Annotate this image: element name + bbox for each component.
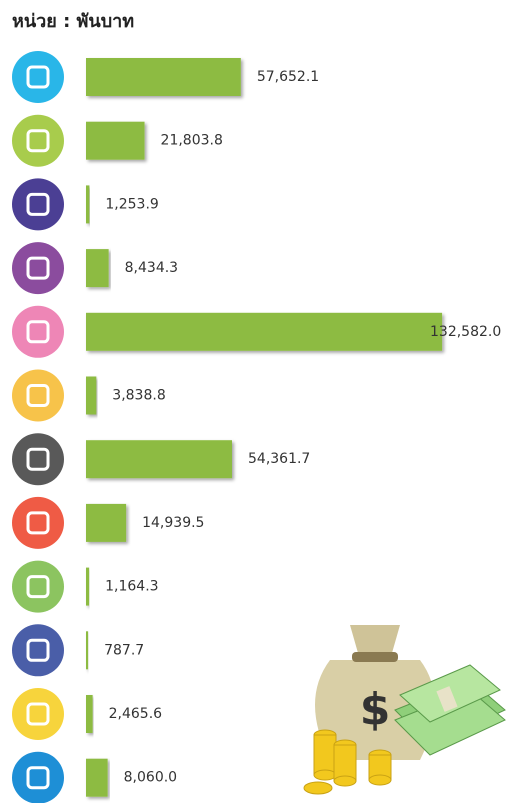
bar (86, 695, 93, 733)
dollar-sign: $ (360, 684, 391, 735)
category-icon (12, 242, 64, 295)
value-label: 57,652.1 (257, 69, 319, 85)
value-label: 8,060.0 (124, 770, 177, 786)
bar (86, 440, 232, 479)
bar (86, 376, 97, 415)
bar (86, 121, 145, 160)
bar (86, 185, 90, 224)
bar (86, 631, 89, 670)
icons (12, 51, 64, 803)
bar (86, 567, 90, 606)
icon-glyph (26, 575, 50, 599)
value-label: 54,361.7 (248, 451, 310, 467)
value-label: 14,939.5 (142, 515, 204, 531)
bar (86, 758, 108, 797)
category-icon (12, 369, 64, 422)
bar (86, 312, 443, 351)
category-icon (12, 433, 64, 486)
category-icon (12, 496, 64, 549)
category-icon (12, 751, 64, 803)
chart-title: หน่วย : พันบาท (12, 11, 134, 32)
category-icon (12, 178, 64, 231)
category-icon (12, 560, 64, 613)
category-icon (12, 114, 64, 167)
icon-glyph (26, 447, 50, 471)
icon-glyph (26, 192, 50, 216)
category-icon (12, 688, 64, 740)
category-icon (12, 305, 64, 358)
icon-glyph (26, 702, 50, 726)
value-label: 1,164.3 (105, 579, 158, 595)
icon-glyph (26, 766, 50, 790)
value-label: 132,582.0 (430, 324, 501, 340)
icon-glyph (26, 256, 50, 280)
money-illustration: $ (303, 625, 506, 795)
value-label: 8,434.3 (125, 260, 178, 276)
bars: 57,652.1 21,803.8 1,253.9 8,434.3 132,582.0 3… (86, 58, 501, 797)
icon-glyph (26, 65, 50, 89)
category-icon (12, 624, 64, 677)
bar (86, 503, 127, 542)
value-label: 21,803.8 (161, 133, 223, 149)
icon-glyph (26, 511, 50, 535)
bar (86, 249, 109, 288)
value-label: 3,838.8 (112, 388, 165, 404)
icon-glyph (26, 320, 50, 344)
category-icon (12, 51, 64, 103)
value-label: 2,465.6 (109, 706, 163, 722)
icon-glyph (26, 638, 50, 662)
value-label: 1,253.9 (105, 196, 158, 212)
value-label: 787.7 (104, 642, 144, 658)
bar (86, 58, 241, 96)
icon-glyph (26, 384, 50, 407)
icon-glyph (26, 129, 50, 153)
